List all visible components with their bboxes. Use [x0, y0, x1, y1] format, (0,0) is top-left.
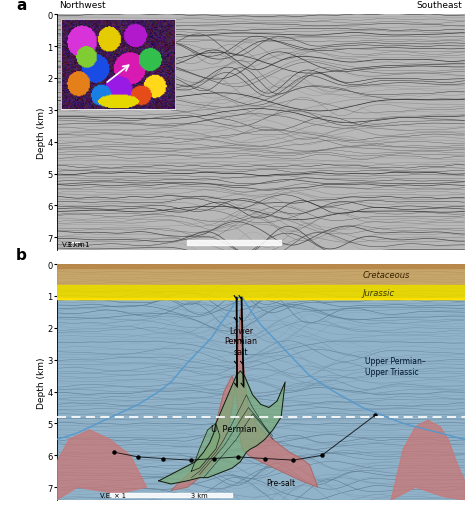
Polygon shape — [191, 424, 220, 471]
Text: Cretaceous: Cretaceous — [363, 270, 410, 279]
Polygon shape — [57, 430, 146, 500]
Polygon shape — [57, 298, 465, 299]
Text: Jurassic: Jurassic — [363, 288, 395, 297]
Text: V.E. × 1: V.E. × 1 — [100, 492, 126, 498]
Polygon shape — [171, 309, 318, 490]
Y-axis label: Depth (km): Depth (km) — [37, 107, 46, 159]
Text: Northwest: Northwest — [59, 2, 106, 11]
Polygon shape — [57, 299, 465, 500]
Text: a: a — [16, 0, 27, 13]
Text: Lower
Permian
salt: Lower Permian salt — [225, 326, 258, 356]
Polygon shape — [57, 265, 465, 285]
Text: 3 km: 3 km — [67, 242, 85, 248]
Text: Southeast: Southeast — [417, 2, 463, 11]
Polygon shape — [57, 265, 465, 269]
Text: V.E. × 1: V.E. × 1 — [62, 242, 90, 248]
Text: b: b — [16, 247, 27, 262]
Text: Upper Permian–
Upper Triassic: Upper Permian– Upper Triassic — [365, 357, 425, 376]
Text: Pre-salt: Pre-salt — [266, 478, 296, 487]
Y-axis label: Depth (km): Depth (km) — [37, 357, 46, 408]
Polygon shape — [159, 371, 285, 484]
Text: 3 km: 3 km — [191, 492, 208, 498]
Polygon shape — [57, 285, 465, 299]
Polygon shape — [391, 421, 465, 500]
Text: U. Permian: U. Permian — [211, 424, 257, 433]
